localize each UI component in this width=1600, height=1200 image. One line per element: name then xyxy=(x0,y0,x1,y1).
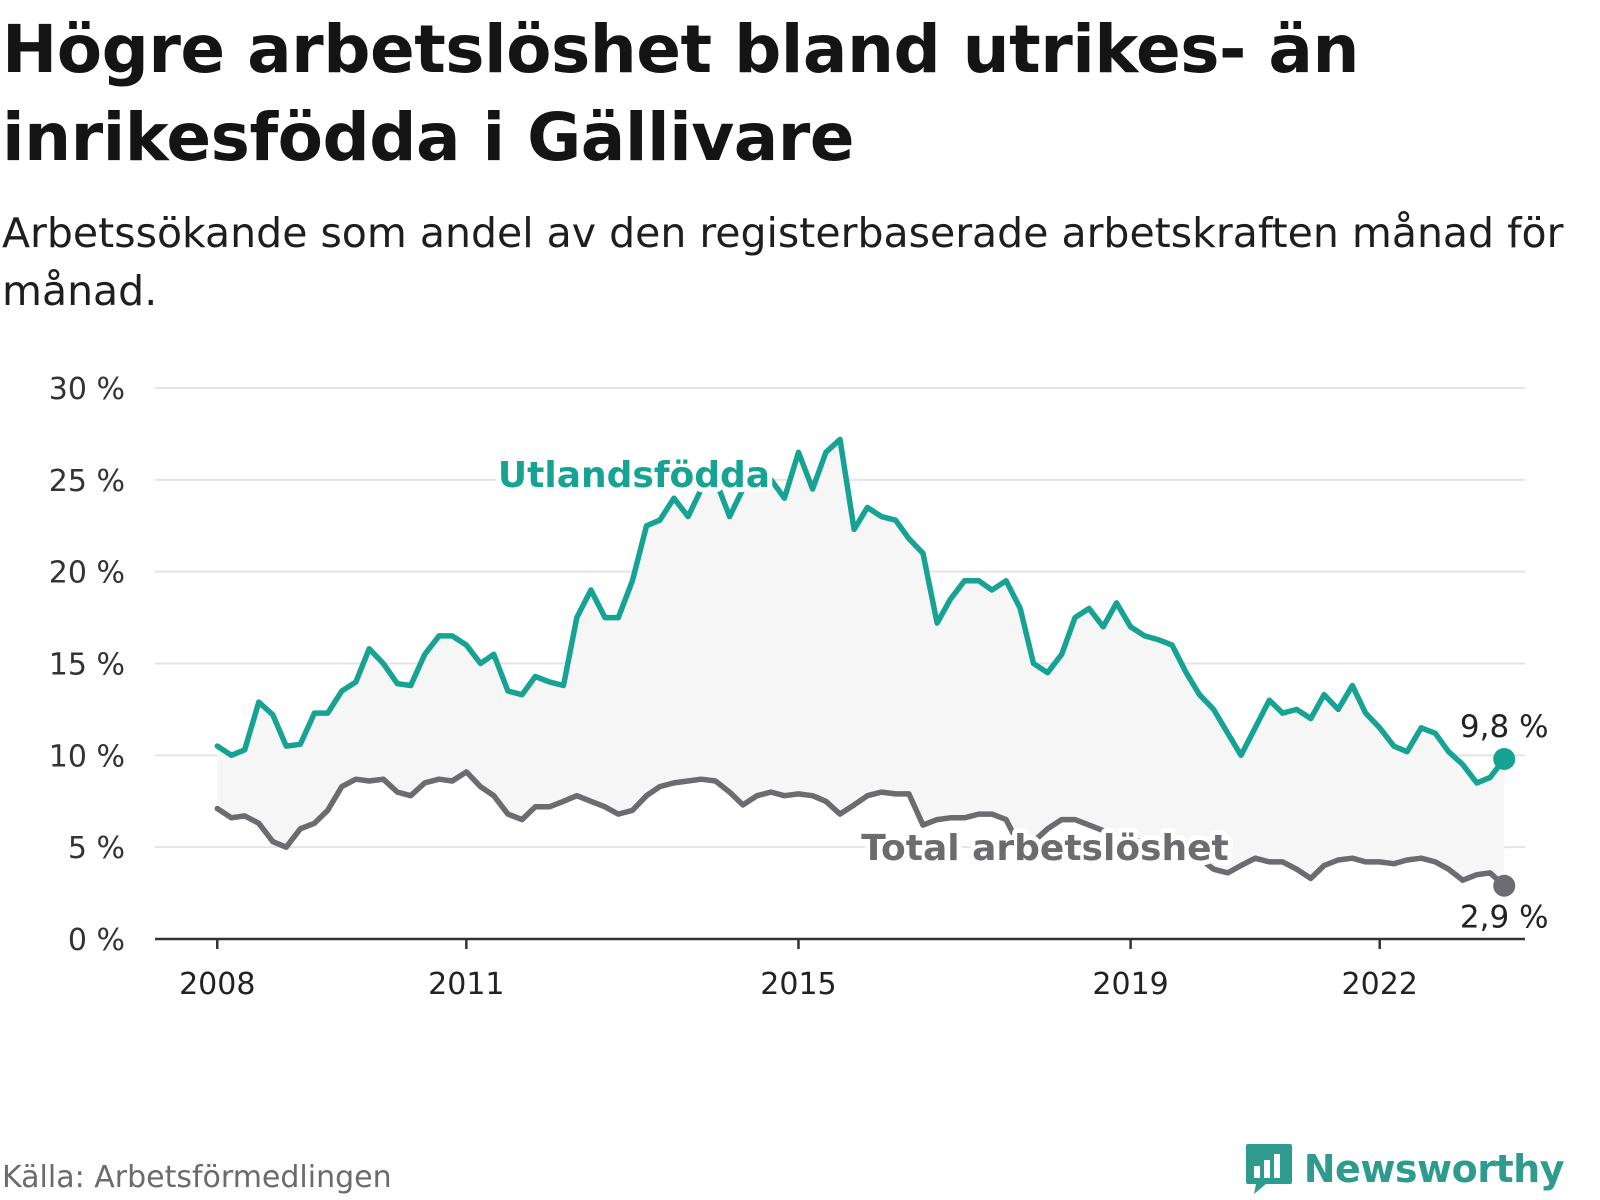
y-tick-label: 20 % xyxy=(49,556,125,591)
chart-labels: Utlandsfödda Total arbetslöshet 9,8 % 2,9 % xyxy=(493,450,1552,939)
brand-name: Newsworthy xyxy=(1303,1147,1565,1191)
page-subtitle: Arbetssökande som andel av den registerb… xyxy=(2,209,1564,315)
gap-area xyxy=(217,439,1505,886)
series-line-utlandsfodda xyxy=(214,436,1507,786)
x-axis: 2008 2011 2015 2019 2022 xyxy=(155,937,1525,1002)
brand-logo[interactable]: Newsworthy xyxy=(1244,1142,1565,1196)
end-marker-total xyxy=(1493,874,1516,897)
end-marker-utlandsfodda xyxy=(1493,748,1516,771)
series-lines xyxy=(214,436,1516,897)
end-label-utlandsfodda: 9,8 % xyxy=(1460,709,1549,745)
x-tick-label: 2022 xyxy=(1342,967,1418,1002)
line-chart: 0 %5 %10 %15 %20 %25 %30 % 2008 2011 2015 2… xyxy=(49,372,1552,1002)
x-tick-label: 2008 xyxy=(179,967,255,1002)
gap-area-fill xyxy=(217,439,1505,886)
y-tick-label: 15 % xyxy=(49,648,125,683)
x-tick-label: 2011 xyxy=(428,967,504,1002)
x-tick-label: 2019 xyxy=(1092,967,1168,1002)
y-tick-label: 25 % xyxy=(49,464,125,499)
y-tick-label: 10 % xyxy=(49,739,125,774)
source-note: Källa: Arbetsförmedlingen xyxy=(2,1160,392,1195)
series-label-total: Total arbetslöshet xyxy=(861,828,1229,869)
series-line-total xyxy=(214,769,1507,889)
page-title: Högre arbetslöshet bland utrikes- än inr… xyxy=(2,11,1359,176)
end-label-total: 2,9 % xyxy=(1460,900,1549,936)
y-tick-label: 0 % xyxy=(68,923,125,958)
series-label-utlandsfodda: Utlandsfödda xyxy=(498,455,770,496)
y-tick-label: 5 % xyxy=(68,831,125,866)
newsworthy-logo-icon xyxy=(1245,1144,1292,1194)
x-tick-label: 2015 xyxy=(760,967,836,1002)
y-tick-label: 30 % xyxy=(49,372,125,407)
